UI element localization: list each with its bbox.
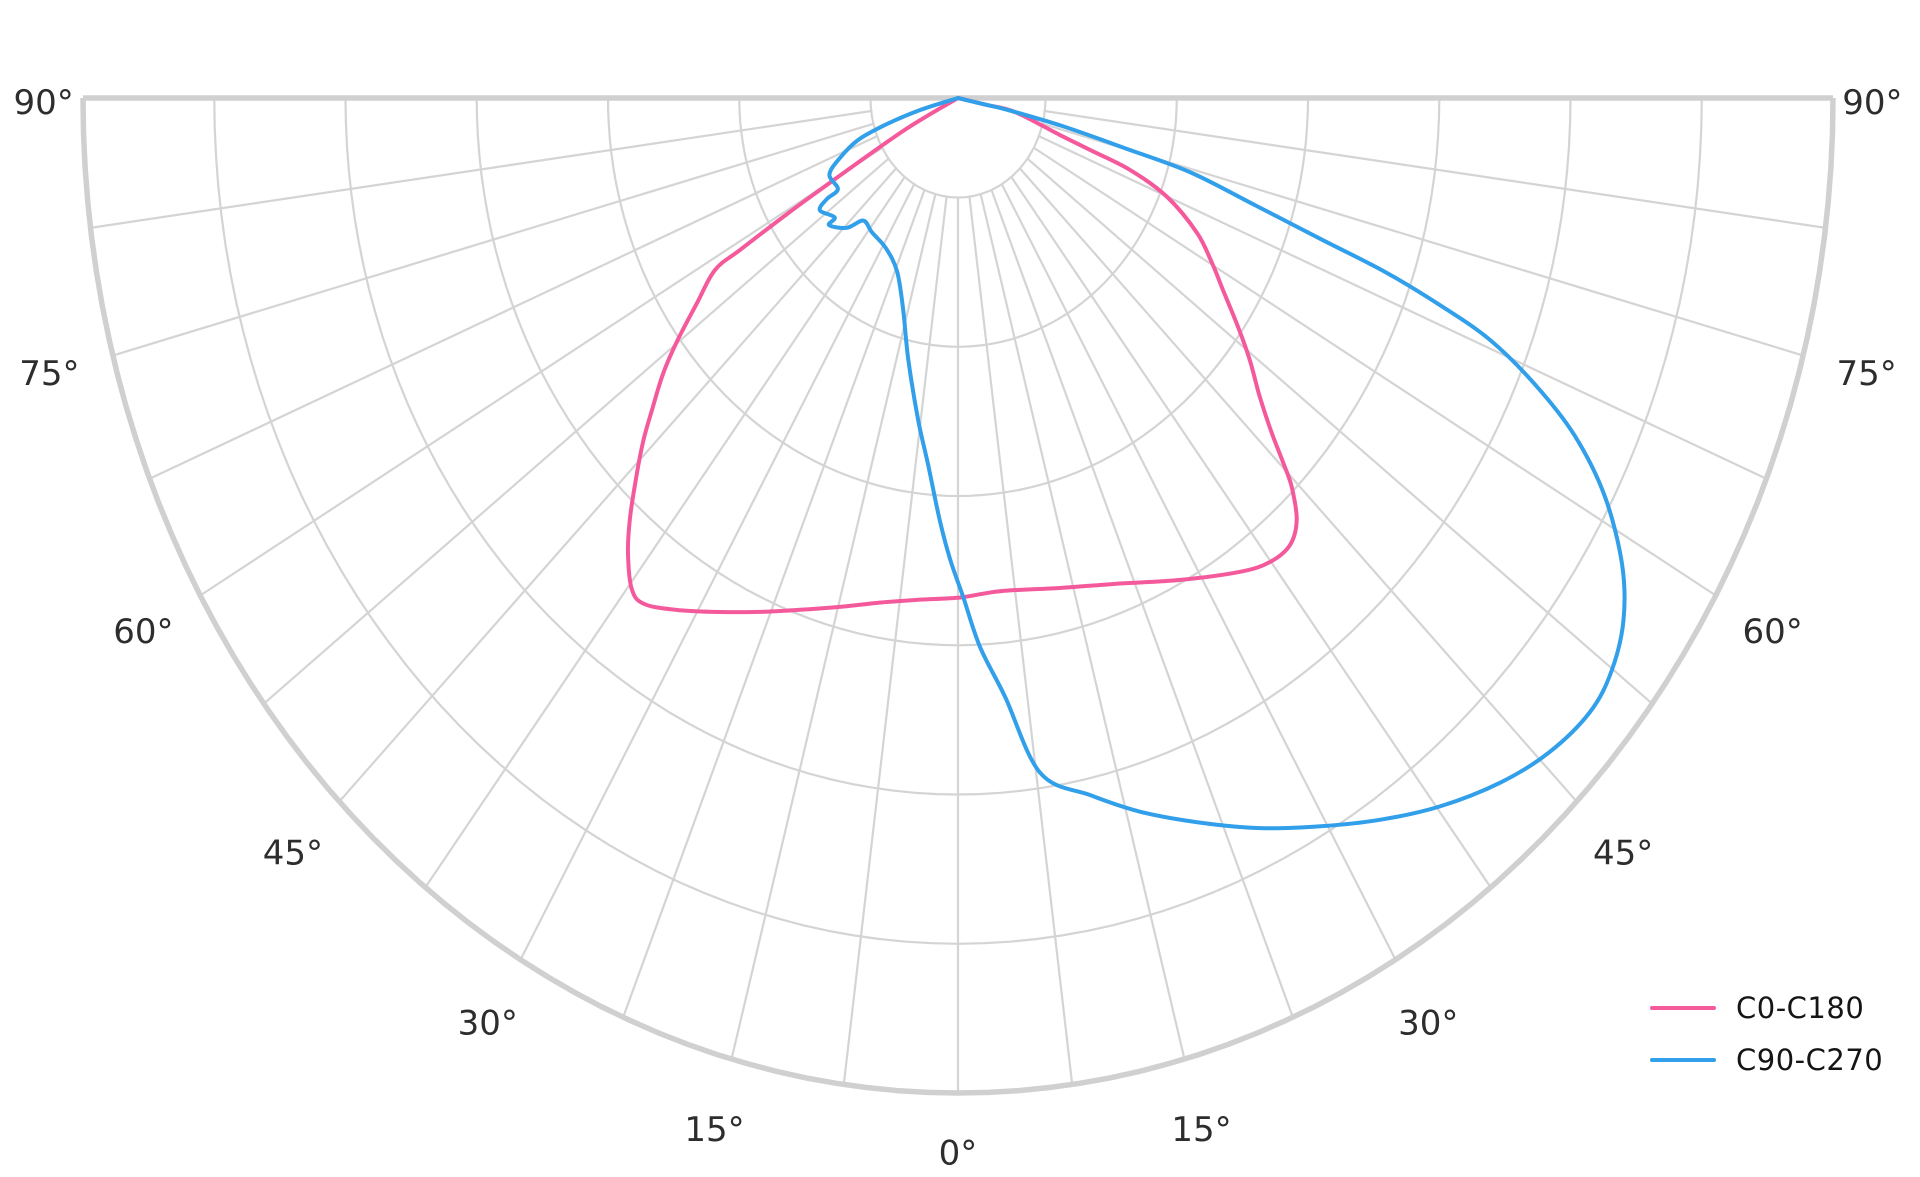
legend-item-c90-c270: C90-C270 [1650,1034,1883,1086]
angle-tick-label: 45° [1593,833,1653,873]
radial-gridline-arc [738,97,1178,348]
legend: C0-C180 C90-C270 [1650,982,1883,1086]
angle-tick-label: 90° [1842,83,1902,123]
radial-gridline-arc [475,97,1441,647]
legend-swatch-c90-c270 [1650,1058,1716,1062]
legend-label-c90-c270: C90-C270 [1736,1043,1884,1077]
radial-gridline-arc [344,97,1572,796]
angle-tick-label: 60° [1742,612,1802,652]
radial-gridline-arc [213,97,1703,945]
angle-tick-label: 90° [13,83,73,123]
angle-tick-label: 15° [684,1110,744,1150]
legend-item-c0-c180: C0-C180 [1650,982,1883,1034]
legend-label-c0-c180: C0-C180 [1736,991,1865,1025]
series-path-c0-c180 [625,96,1299,615]
angle-tick-label: 30° [1398,1003,1458,1043]
legend-swatch-c0-c180 [1650,1006,1716,1010]
angle-tick-label: 0° [939,1134,978,1174]
radial-gridline-arc [606,97,1310,498]
angle-tick-label: 45° [263,833,323,873]
series-path-c90-c270 [817,96,1627,831]
angle-tick-label: 75° [1836,354,1896,394]
angle-tick-label: 15° [1171,1110,1231,1150]
angle-tick-label: 60° [113,612,173,652]
outer-boundary-arc [80,97,1836,1096]
angle-tick-label: 30° [458,1003,518,1043]
angle-tick-label: 75° [19,354,79,394]
